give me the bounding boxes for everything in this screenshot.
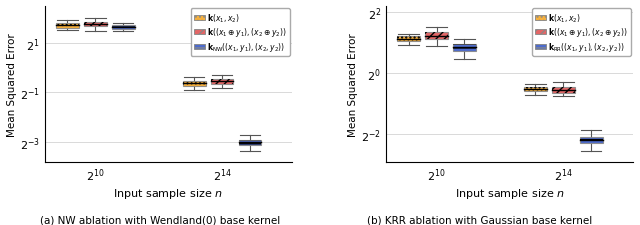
Legend: $\mathbf{k}(x_1,x_2)$, $\mathbf{k}((x_1 \oplus y_1),(x_2 \oplus y_2))$, $\mathbf: $\mathbf{k}(x_1,x_2)$, $\mathbf{k}((x_1 … [532,9,631,57]
Bar [397,37,420,42]
Bar [453,45,476,52]
Bar [211,79,234,84]
Legend: $\mathbf{k}(x_1,x_2)$, $\mathbf{k}((x_1 \oplus y_1),(x_2 \oplus y_2))$, $\mathbf: $\mathbf{k}(x_1,x_2)$, $\mathbf{k}((x_1 … [191,9,289,57]
Bar [183,81,205,86]
Bar [239,140,261,145]
Bar [397,37,420,42]
Bar [56,24,79,29]
Bar [425,33,448,40]
X-axis label: Input sample size $n$: Input sample size $n$ [113,186,223,200]
Bar [580,137,603,144]
Bar [239,140,261,145]
X-axis label: Input sample size $n$: Input sample size $n$ [454,186,564,200]
Text: (a) NW ablation with Wendland(0) base kernel: (a) NW ablation with Wendland(0) base ke… [40,215,280,225]
Bar [524,87,547,92]
Bar [112,26,134,30]
Bar [453,45,476,52]
Bar [183,81,205,86]
Bar [425,33,448,40]
Bar [84,23,107,27]
Bar [552,88,575,93]
Text: (b) KRR ablation with Gaussian base kernel: (b) KRR ablation with Gaussian base kern… [367,215,593,225]
Bar [211,79,234,84]
Bar [56,24,79,29]
Bar [84,23,107,27]
Bar [524,87,547,92]
Y-axis label: Mean Squared Error: Mean Squared Error [348,33,358,136]
Bar [580,137,603,144]
Y-axis label: Mean Squared Error: Mean Squared Error [7,33,17,136]
Bar [552,88,575,93]
Bar [112,26,134,30]
